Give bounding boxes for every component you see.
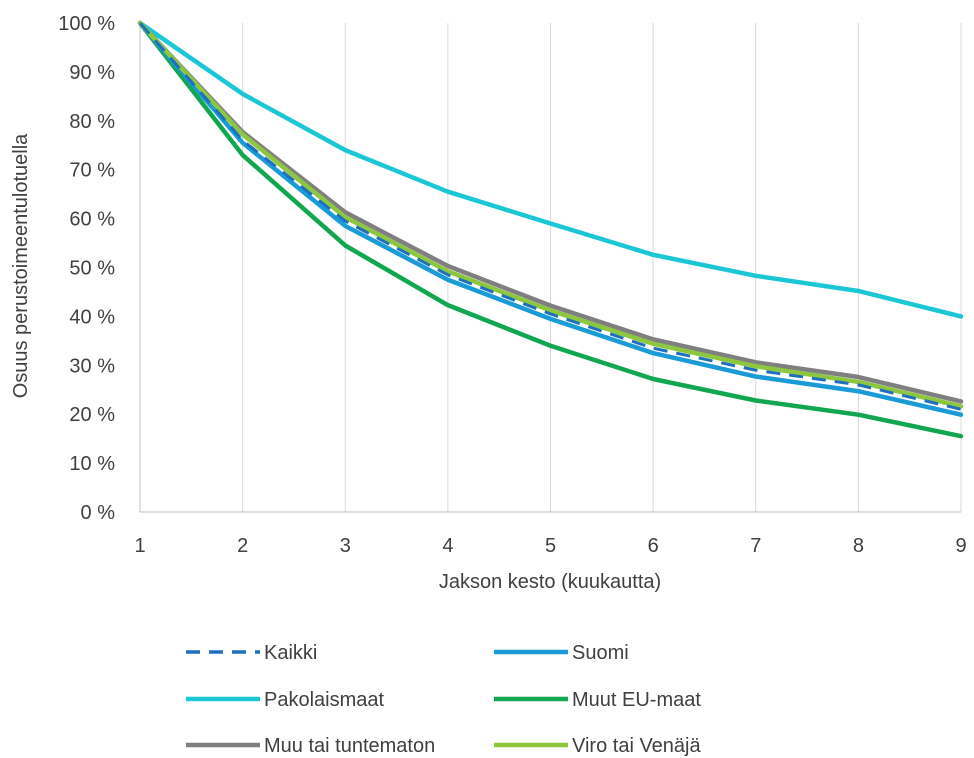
y-tick-label: 40 %: [69, 306, 115, 328]
legend-item: Muu tai tuntematon: [186, 735, 435, 757]
y-tick-label: 80 %: [69, 111, 115, 133]
x-tick-label: 8: [853, 535, 864, 557]
legend-label: Kaikki: [264, 642, 317, 664]
x-tick-label: 2: [237, 535, 248, 557]
x-tick-label: 7: [750, 535, 761, 557]
legend-item: Muut EU-maat: [494, 689, 701, 711]
legend-item: Viro tai Venäjä: [494, 735, 701, 757]
legend-label: Suomi: [572, 642, 629, 664]
series-line-muu-tai-tuntematon: [137, 20, 964, 404]
legend-item: Kaikki: [186, 642, 317, 664]
y-tick-label: 70 %: [69, 160, 115, 182]
y-axis-title: Osuus perustoimeentulotuella: [10, 133, 32, 398]
x-tick-label: 5: [545, 535, 556, 557]
y-tick-label: 90 %: [69, 62, 115, 84]
y-tick-label: 30 %: [69, 355, 115, 377]
y-tick-label: 50 %: [69, 258, 115, 280]
series-line-muut-eu-maat: [137, 20, 964, 439]
x-axis-title: Jakson kesto (kuukautta): [439, 571, 661, 593]
x-tick-label: 3: [340, 535, 351, 557]
legend-label: Pakolaismaat: [264, 689, 385, 711]
series-line-suomi: [137, 20, 964, 417]
legend-item: Suomi: [494, 642, 629, 664]
legend: Kaikki Suomi Pakolaismaat Muut EU-maat Muu t…: [186, 642, 701, 757]
y-tick-label: 100 %: [58, 13, 115, 35]
series-line-kaikki: [138, 22, 962, 411]
series-line-viro-tai-venäjä: [137, 20, 964, 409]
y-tick-label: 0 %: [81, 502, 116, 524]
y-tick-label: 20 %: [69, 404, 115, 426]
x-tick-label: 9: [955, 535, 966, 557]
grid: [139, 23, 962, 512]
x-tick-label: 1: [134, 535, 145, 557]
legend-label: Muu tai tuntematon: [264, 735, 435, 757]
x-tick-label: 6: [648, 535, 659, 557]
series-lines: [137, 20, 964, 439]
legend-label: Muut EU-maat: [572, 689, 701, 711]
series-line-pakolaismaat: [137, 20, 964, 319]
x-tick-label: 4: [442, 535, 453, 557]
legend-label: Viro tai Venäjä: [572, 735, 701, 757]
y-tick-label: 60 %: [69, 209, 115, 231]
axes: 0 % 10 % 20 % 30 % 40 % 50 % 60 % 70 % 80 % 90 % 1…: [58, 13, 966, 557]
y-tick-label: 10 %: [69, 453, 115, 475]
legend-item: Pakolaismaat: [186, 689, 385, 711]
